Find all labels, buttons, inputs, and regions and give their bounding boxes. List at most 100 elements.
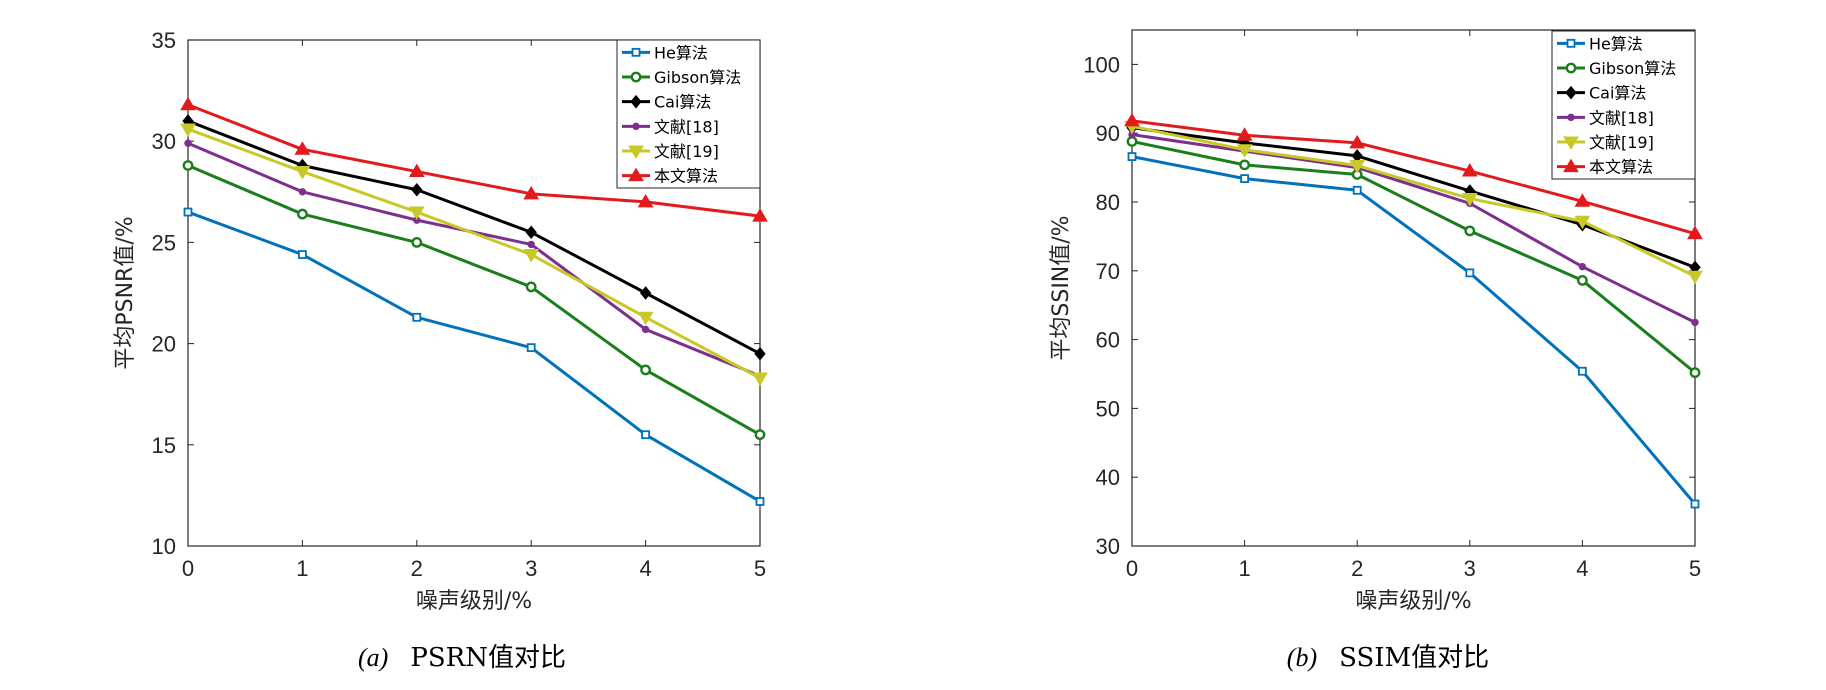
legend-entry-label: He算法 — [654, 43, 708, 62]
data-point — [1465, 268, 1475, 278]
data-point — [297, 250, 307, 259]
caption-text: PSRN值对比 — [410, 643, 566, 673]
x-tick-label: 1 — [296, 556, 308, 581]
legend-entry-label: 文献[18] — [1589, 108, 1654, 127]
y-tick-label: 80 — [1096, 190, 1120, 215]
data-point — [1349, 160, 1366, 174]
legend-marker — [1563, 136, 1579, 150]
data-point — [527, 240, 535, 249]
data-point — [1124, 112, 1140, 127]
data-point — [182, 160, 194, 171]
series-line — [187, 164, 761, 436]
data-point — [408, 206, 425, 221]
legend-marker — [1567, 113, 1575, 122]
data-point — [1577, 275, 1588, 286]
data-point — [523, 249, 540, 263]
series-line — [187, 103, 761, 218]
y-tick-label: 20 — [152, 332, 176, 357]
series-line — [1131, 139, 1696, 374]
data-point — [1574, 215, 1591, 230]
caption-label: (a) — [358, 643, 388, 672]
legend-marker — [630, 71, 642, 83]
x-tick-label: 2 — [411, 556, 423, 581]
legend-marker — [628, 145, 644, 159]
data-point — [525, 281, 537, 293]
legend-box — [616, 39, 761, 189]
data-point — [1690, 499, 1700, 509]
data-point — [412, 312, 422, 322]
x-tick-label: 3 — [525, 556, 537, 581]
x-tick-label: 5 — [754, 556, 766, 581]
legend-box — [1551, 30, 1696, 180]
x-axis-label: 噪声级别/% — [1355, 589, 1471, 614]
y-tick-label: 30 — [152, 129, 176, 154]
x-axis-label: 噪声级别/% — [416, 589, 532, 614]
data-point — [1691, 318, 1699, 327]
y-tick-label: 25 — [152, 230, 176, 255]
data-point — [294, 166, 311, 180]
ssim-chart-panel: 0 1 2 3 4 5 30 40 50 60 70 80 90 100 噪声级别/% 平均SSIN值/% He… — [1049, 29, 1703, 673]
data-point — [637, 193, 654, 208]
psnr-chart-panel: 0 1 2 3 4 5 10 15 20 25 30 35 噪声级别/% 平均PSNR值/% He算法 Gib… — [113, 28, 768, 673]
data-point — [180, 96, 196, 111]
x-tick-label: 5 — [1689, 556, 1701, 581]
data-point — [640, 364, 651, 376]
y-tick-label: 40 — [1096, 465, 1120, 490]
data-point — [1687, 225, 1703, 240]
y-tick-label: 35 — [152, 28, 176, 53]
data-point — [525, 225, 537, 240]
data-point — [1349, 134, 1366, 149]
data-point — [184, 139, 192, 147]
y-tick-label: 15 — [152, 433, 176, 458]
y-tick-label: 90 — [1096, 121, 1120, 146]
series-line — [187, 210, 761, 503]
data-point — [755, 497, 765, 506]
legend-entry-label: 本文算法 — [1589, 158, 1653, 177]
x-tick-label: 0 — [1126, 556, 1138, 581]
series-line — [1131, 155, 1697, 506]
data-point — [180, 123, 196, 138]
legend-marker — [1566, 38, 1576, 48]
x-tick-label: 4 — [1576, 556, 1588, 581]
data-point — [298, 188, 307, 196]
data-point — [641, 430, 650, 440]
data-point — [1461, 163, 1478, 177]
data-point — [1126, 136, 1138, 147]
data-point — [526, 343, 536, 353]
data-point — [754, 346, 766, 361]
legend-entry-label: He算法 — [1589, 34, 1643, 53]
y-axis-label: 平均PSNR值/% — [113, 216, 138, 369]
y-tick-label: 10 — [152, 534, 176, 559]
data-point — [1127, 152, 1137, 161]
data-point — [523, 185, 540, 200]
y-axis-label: 平均SSIN值/% — [1049, 215, 1074, 360]
legend-marker — [630, 94, 642, 109]
x-tick-label: 3 — [1464, 556, 1476, 581]
data-point — [294, 141, 311, 155]
legend-marker — [1563, 158, 1579, 173]
legend-entry-label: Gibson算法 — [1589, 59, 1676, 78]
data-point — [1689, 367, 1701, 379]
legend-entry-label: 本文算法 — [654, 167, 718, 186]
legend-entry-label: Cai算法 — [1589, 84, 1646, 103]
data-point — [639, 286, 652, 300]
y-tick-label: 100 — [1083, 52, 1120, 77]
data-point — [411, 182, 423, 197]
data-point — [408, 163, 425, 178]
legend-entry-label: 文献[19] — [654, 142, 719, 161]
data-point — [1240, 174, 1249, 184]
x-tick-label: 2 — [1351, 556, 1363, 581]
data-point — [1578, 262, 1587, 271]
x-tick-label: 4 — [639, 556, 651, 581]
data-point — [1236, 144, 1253, 158]
data-point — [1352, 185, 1362, 195]
x-tick-label: 0 — [182, 556, 194, 581]
y-tick-label: 30 — [1096, 534, 1120, 559]
data-point — [1578, 366, 1587, 376]
data-point — [1239, 159, 1251, 171]
legend-entry-label: Cai算法 — [654, 93, 711, 112]
series-line — [1131, 124, 1696, 278]
data-point — [296, 208, 308, 220]
